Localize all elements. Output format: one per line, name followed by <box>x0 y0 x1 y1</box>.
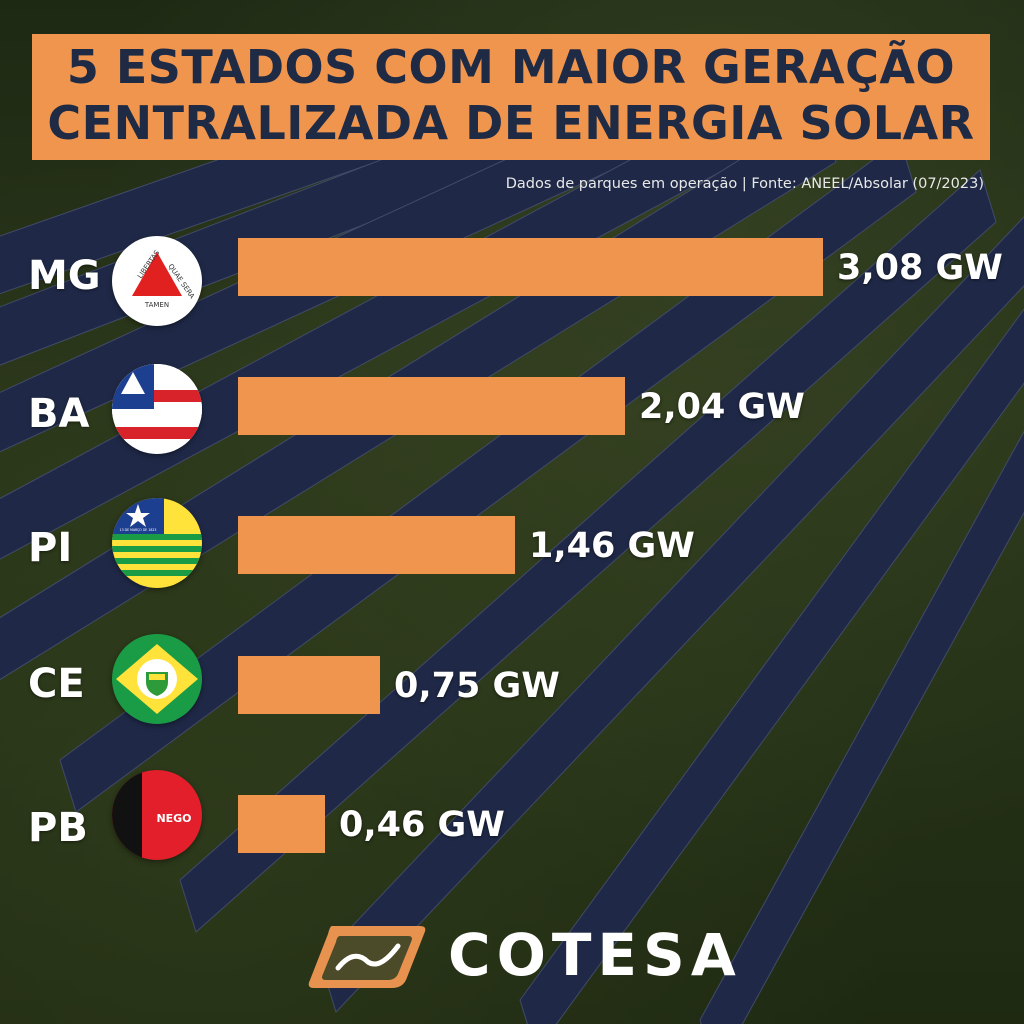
bar-pb <box>238 795 325 853</box>
title-line-1: 5 ESTADOS COM MAIOR GERAÇÃO <box>66 40 956 94</box>
value-label-pb: 0,46 GW <box>339 805 505 845</box>
state-label-mg: MG <box>28 253 101 299</box>
state-label-pi: PI <box>28 525 73 571</box>
state-label-ce: CE <box>28 661 85 707</box>
bar-ba <box>238 377 625 435</box>
bar-pi <box>238 516 515 574</box>
solar-panel-row <box>319 216 1024 1013</box>
bar-mg <box>238 238 823 296</box>
ceara-flag-icon <box>112 634 202 724</box>
value-label-ba: 2,04 GW <box>639 387 805 427</box>
state-label-ba: BA <box>28 391 90 437</box>
pb-flag-text: NEGO <box>156 812 191 825</box>
state-label-pb: PB <box>28 805 88 851</box>
mg-motto-3: TAMEN <box>144 301 169 309</box>
value-label-ce: 0,75 GW <box>394 666 560 706</box>
solar-panel-row <box>179 169 997 933</box>
pi-date-text: 13 DE MARÇO DE 1823 <box>120 528 157 532</box>
source-note: Dados de parques em operação | Fonte: AN… <box>505 176 984 192</box>
piaui-flag-icon: 13 DE MARÇO DE 1823 <box>112 498 202 588</box>
solar-panel-row <box>59 139 917 813</box>
title-line-2: CENTRALIZADA DE ENERGIA SOLAR <box>47 96 975 150</box>
bahia-flag-icon <box>112 364 202 454</box>
brand-name: COTESA <box>448 921 742 989</box>
bar-ce <box>238 656 380 714</box>
cotesa-logo-icon <box>308 926 426 988</box>
solar-panel-row <box>699 430 1024 1024</box>
title-banner: 5 ESTADOS COM MAIOR GERAÇÃO CENTRALIZADA… <box>32 34 990 160</box>
value-label-mg: 3,08 GW <box>837 248 1003 288</box>
solar-panel-row <box>519 308 1024 1024</box>
value-label-pi: 1,46 GW <box>529 526 695 566</box>
paraiba-flag-icon: NEGO <box>112 770 202 860</box>
minas-gerais-flag-icon: LIBERTAS QUAE SERA TAMEN <box>112 236 202 326</box>
